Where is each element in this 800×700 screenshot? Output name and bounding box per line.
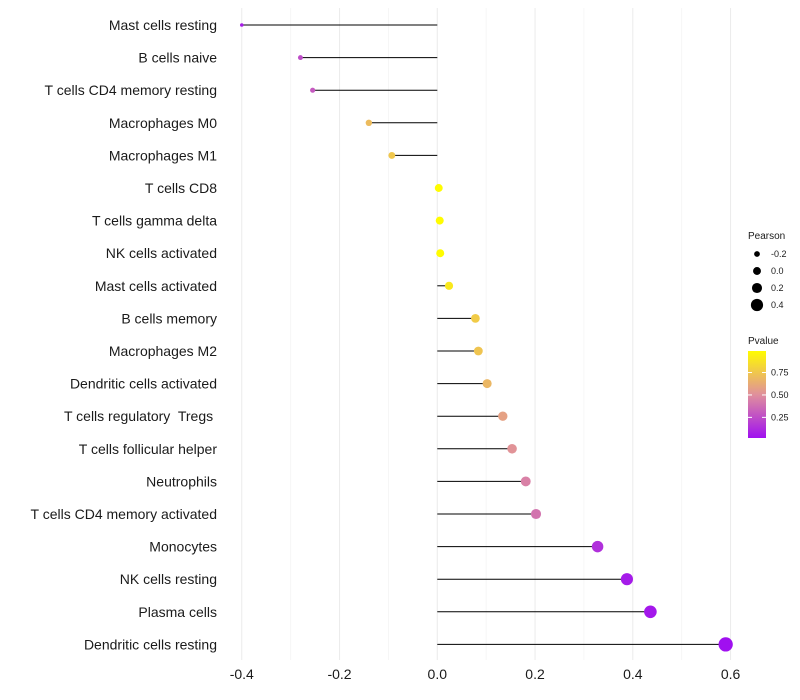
lollipop-point (620, 573, 633, 586)
x-tick-label: -0.2 (327, 666, 351, 682)
lollipop-point (520, 476, 531, 487)
x-tick-label: 0.6 (721, 666, 741, 682)
lollipop-point (591, 540, 604, 553)
category-label: Dendritic cells resting (84, 636, 217, 652)
lollipop-point (310, 87, 316, 93)
legend: Pearson -0.2 0.0 0.2 0.4 Pvalue 0.25 0.50 0.7… (748, 231, 789, 438)
lollipop-point (498, 411, 508, 421)
legend-color-ticks: 0.25 0.50 0.75 (748, 368, 789, 422)
lollipop-points (239, 23, 733, 652)
lollipop-point (644, 605, 657, 619)
lollipop-point (388, 151, 396, 159)
legend-size-items: -0.2 0.0 0.2 0.4 (750, 249, 787, 312)
x-axis-tick-labels: -0.4 -0.2 0.0 0.2 0.4 0.6 (230, 666, 741, 682)
category-label: Mast cells resting (109, 17, 217, 33)
legend-color-bar (748, 351, 766, 438)
lollipop-point (239, 23, 244, 27)
category-label: T cells CD8 (145, 180, 217, 196)
category-label: B cells memory (121, 310, 217, 326)
legend-color-title: Pvalue (748, 336, 779, 347)
legend-size-title: Pearson (748, 231, 785, 242)
lollipop-point (507, 444, 517, 454)
lollipop-point (297, 55, 303, 61)
category-label: Monocytes (149, 539, 217, 555)
legend-size-dot (750, 298, 764, 312)
x-tick-label: 0.0 (428, 666, 448, 682)
category-label: T cells regulatory Tregs (64, 408, 217, 424)
legend-size-label: -0.2 (771, 249, 787, 259)
category-label: T cells follicular helper (79, 441, 218, 457)
lollipop-point (471, 314, 480, 323)
lollipop-point (434, 184, 443, 192)
grid-lines (241, 8, 732, 660)
lollipop-point (436, 249, 445, 258)
category-label: Macrophages M2 (109, 343, 217, 359)
category-label: NK cells activated (106, 245, 217, 261)
lollipop-point (444, 281, 454, 290)
lollipop-point (365, 119, 373, 127)
x-tick-label: 0.4 (623, 666, 643, 682)
lollipop-point (473, 346, 483, 356)
category-label: Macrophages M1 (109, 147, 217, 163)
category-label: T cells CD4 memory activated (31, 506, 217, 522)
category-label: Neutrophils (146, 473, 217, 489)
legend-size-dot (751, 282, 763, 294)
category-label: Dendritic cells activated (70, 376, 217, 392)
legend-size-label: 0.4 (771, 300, 784, 310)
legend-size-dot (754, 251, 760, 257)
legend-size-label: 0.0 (771, 266, 784, 276)
lollipop-point (718, 637, 733, 652)
category-label: Plasma cells (138, 604, 217, 620)
y-axis-category-labels: Mast cells resting B cells naive T cells C… (31, 17, 218, 652)
category-label: B cells naive (138, 50, 217, 66)
category-label: T cells gamma delta (92, 213, 217, 229)
category-label: NK cells resting (120, 571, 217, 587)
legend-size-dot (753, 267, 761, 275)
legend-color-label: 0.50 (771, 390, 789, 400)
category-label: Macrophages M0 (109, 115, 217, 131)
legend-color-label: 0.75 (771, 368, 789, 378)
lollipop-point (482, 379, 492, 389)
lollipop-point (530, 508, 542, 520)
legend-size-label: 0.2 (771, 283, 784, 293)
x-tick-label: -0.4 (230, 666, 254, 682)
x-tick-label: 0.2 (525, 666, 545, 682)
category-label: T cells CD4 memory resting (45, 82, 217, 98)
lollipop-point (435, 216, 444, 225)
lollipop-stems (241, 24, 726, 645)
category-label: Mast cells activated (95, 278, 217, 294)
legend-color-label: 0.25 (771, 412, 789, 422)
